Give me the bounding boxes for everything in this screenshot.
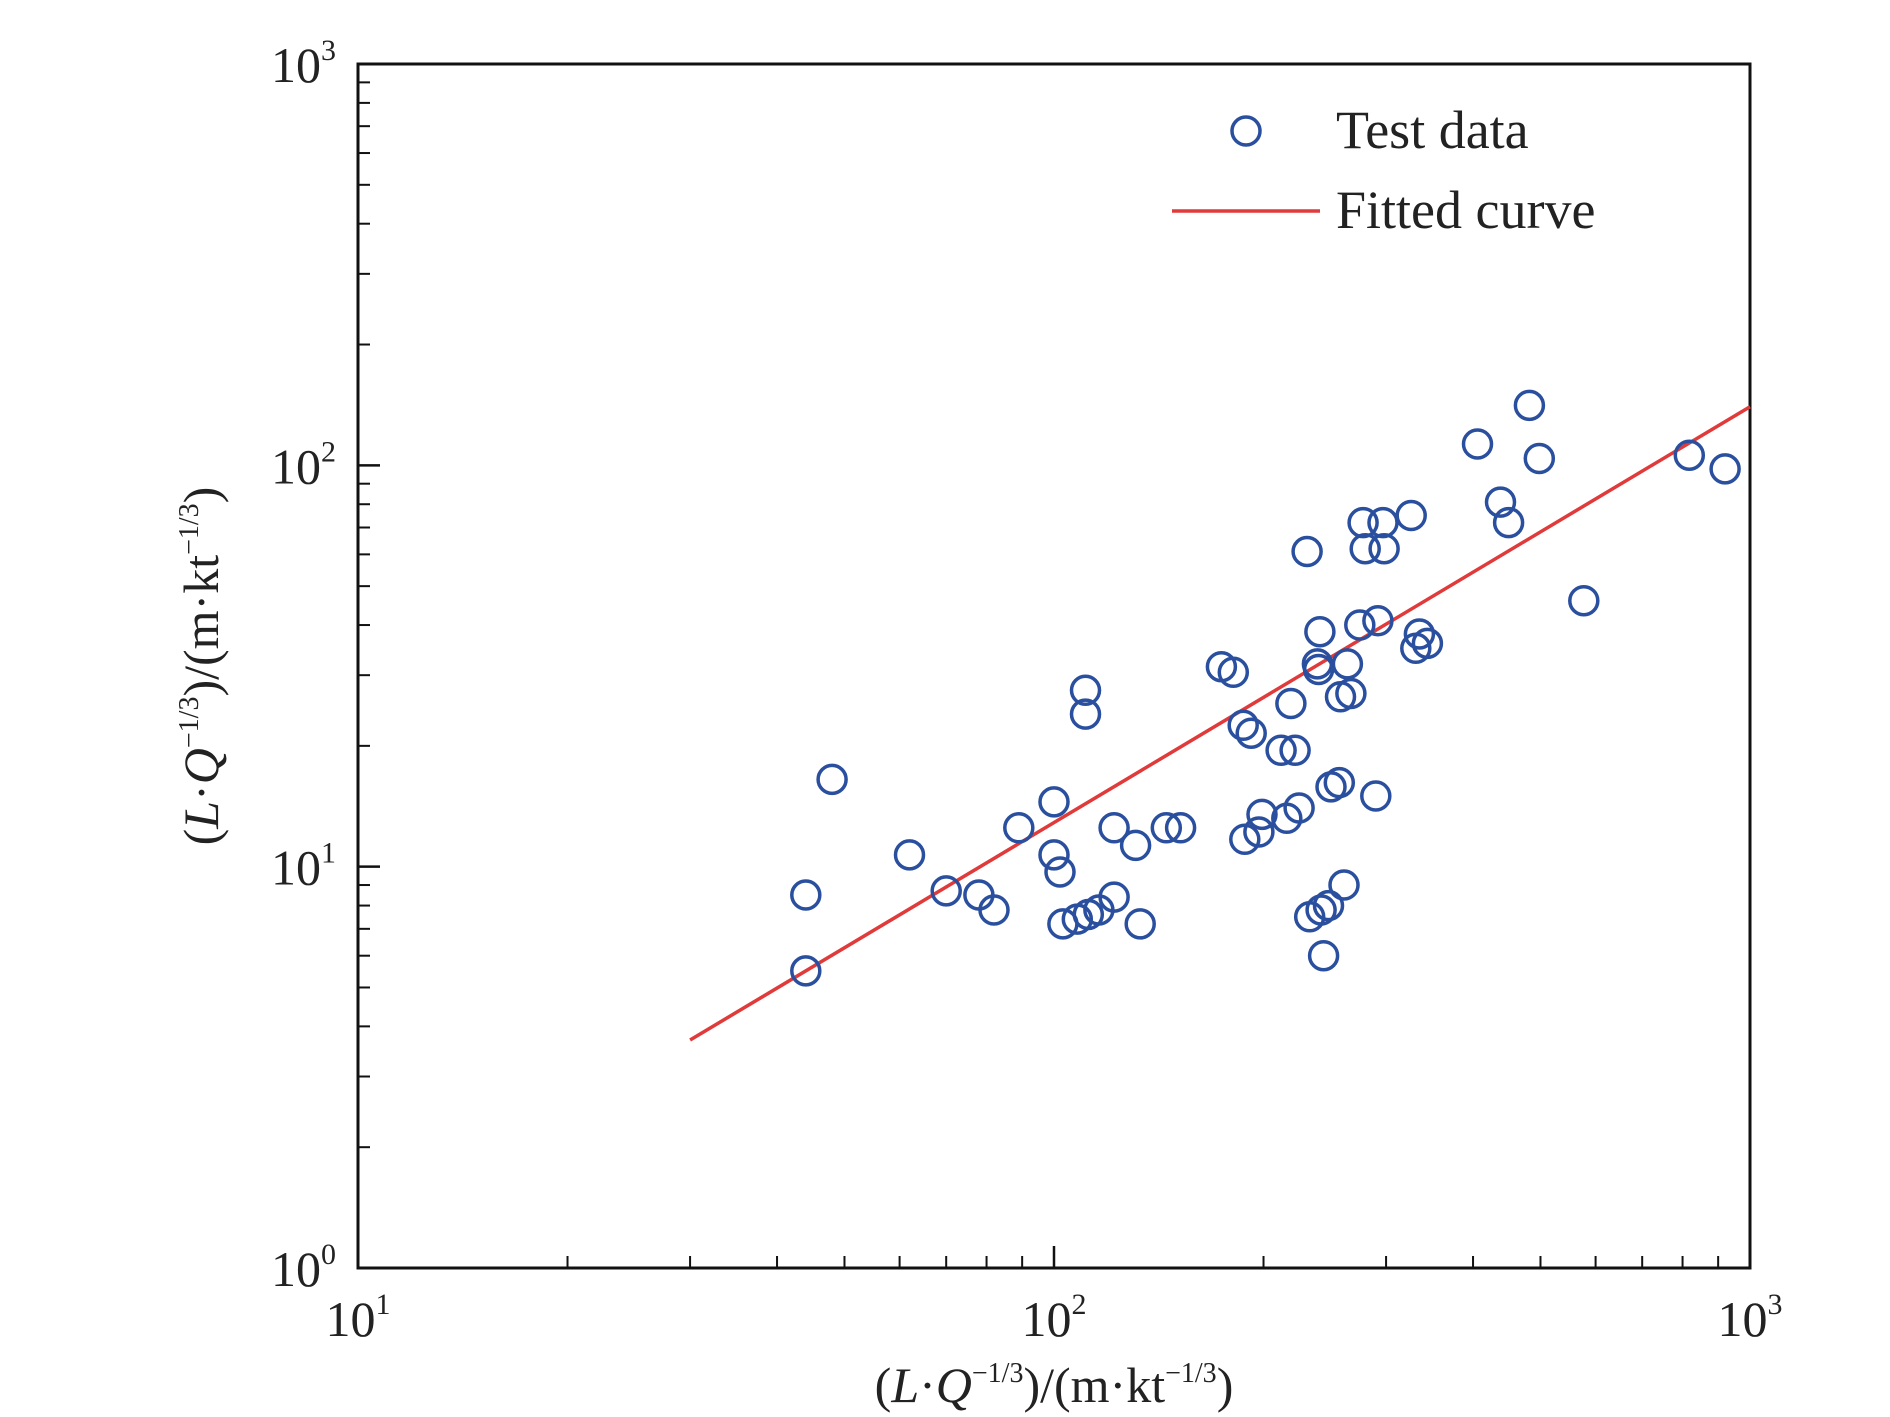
test-data-point	[816, 763, 848, 796]
test-data-point	[1568, 584, 1600, 617]
test-data-point	[1304, 615, 1336, 648]
y-tick-label: 103	[271, 34, 336, 93]
plot-area	[356, 62, 1752, 1270]
test-data-point	[1307, 939, 1340, 972]
test-data-point	[1038, 786, 1070, 818]
x-tick-label: 101	[326, 1288, 391, 1347]
test-data-point	[1411, 627, 1444, 660]
test-data-point	[1461, 428, 1494, 460]
y-axis-title: (L·Q−1/3)/(m·kt−1/3)	[173, 487, 229, 846]
test-data-point	[1403, 618, 1436, 650]
test-data-point	[1246, 798, 1278, 831]
x-axis-title: (L·Q−1/3)/(m·kt−1/3)	[875, 1357, 1234, 1413]
test-data-point	[1038, 839, 1070, 871]
test-data-point	[1492, 506, 1525, 539]
test-data-point	[1302, 653, 1335, 686]
test-data-point	[1279, 734, 1311, 767]
test-data-point	[1513, 389, 1546, 422]
test-data-point	[1305, 894, 1337, 926]
legend-label-test-data: Test data	[1336, 100, 1529, 160]
test-data-point	[930, 875, 962, 907]
test-data-point	[1349, 532, 1381, 565]
test-data-point	[1331, 648, 1364, 680]
test-data-point	[1312, 889, 1345, 922]
test-data-point	[1124, 908, 1156, 940]
y-tick-label: 101	[271, 837, 336, 896]
test-data-point	[963, 879, 995, 911]
test-data-point	[1098, 812, 1130, 844]
test-data-point	[1367, 506, 1399, 539]
test-data-point	[1709, 453, 1741, 485]
test-data-point	[1217, 656, 1250, 689]
test-data-point	[1003, 812, 1035, 844]
fitted-curve-line	[689, 405, 1751, 1042]
test-data-point	[1362, 604, 1394, 637]
test-data-point	[1323, 766, 1356, 799]
test-data-point	[1098, 881, 1130, 913]
legend-marker-test-data	[1230, 115, 1262, 147]
test-data-point	[1235, 717, 1267, 749]
test-data-point	[1275, 687, 1307, 720]
y-tick-label: 100	[271, 1238, 336, 1297]
x-tick-label: 102	[1022, 1288, 1087, 1347]
test-data-point	[1291, 535, 1323, 568]
test-data-point	[1484, 486, 1517, 518]
test-data-point	[1044, 856, 1076, 888]
test-data-point	[1360, 780, 1392, 812]
major-ticks	[356, 62, 1752, 1270]
test-data-point	[790, 955, 822, 987]
test-data-point	[1265, 734, 1297, 767]
test-data-layer	[790, 389, 1741, 987]
test-data-point	[893, 839, 926, 871]
legend: Test data Fitted curve	[1172, 100, 1595, 240]
test-data-point	[1335, 677, 1367, 710]
test-data-point	[1164, 812, 1197, 844]
legend-label-fitted-curve: Fitted curve	[1336, 180, 1595, 240]
test-data-point	[1069, 698, 1102, 730]
test-data-point	[790, 879, 822, 911]
test-data-point	[978, 894, 1010, 926]
test-data-point	[1673, 439, 1706, 471]
test-data-point	[1368, 532, 1400, 565]
test-data-point	[1395, 499, 1427, 532]
test-data-point	[1243, 816, 1275, 848]
test-data-point	[1150, 812, 1183, 844]
y-tick-label: 102	[271, 435, 336, 494]
test-data-point	[1119, 829, 1152, 862]
minor-ticks	[358, 81, 1720, 1268]
test-data-point	[1069, 674, 1102, 707]
test-data-point	[1344, 609, 1376, 641]
test-data-point	[1283, 792, 1315, 824]
test-data-point	[1523, 442, 1556, 475]
test-data-point	[1227, 709, 1259, 742]
fitted-curve-layer	[689, 405, 1751, 1042]
test-data-point	[1328, 869, 1360, 901]
x-tick-label: 103	[1718, 1288, 1783, 1347]
